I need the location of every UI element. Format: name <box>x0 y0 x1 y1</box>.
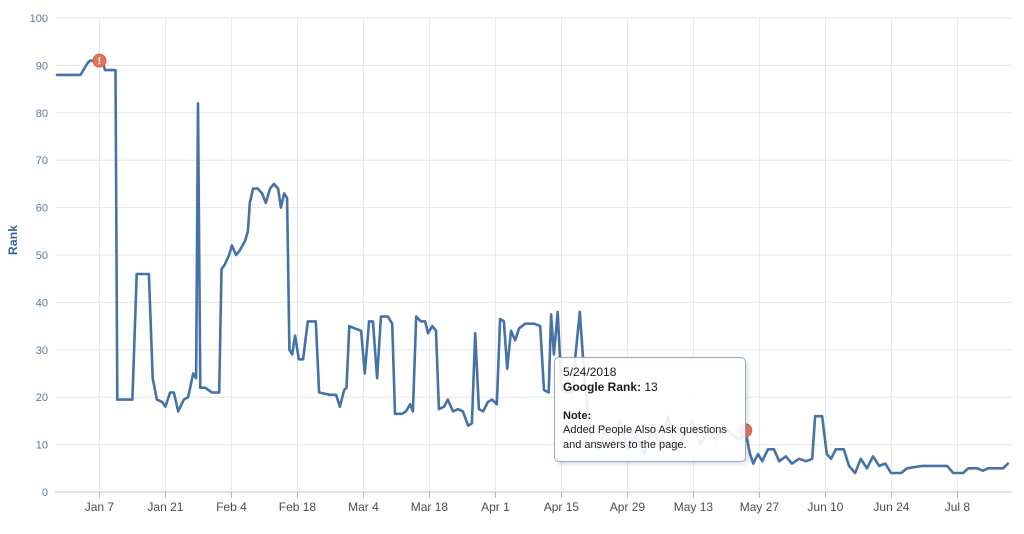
y-tick-label: 70 <box>36 155 48 167</box>
x-tick-label: Apr 1 <box>481 500 510 514</box>
y-tick-label: 40 <box>36 297 48 309</box>
chart-tooltip: 5/24/2018 Google Rank: 13 Note: Added Pe… <box>554 357 746 462</box>
x-tick-label: Mar 18 <box>411 500 449 514</box>
x-tick-label: Jan 7 <box>85 500 115 514</box>
tooltip-rank-label: Google Rank: <box>563 380 642 394</box>
y-tick-label: 0 <box>42 487 48 499</box>
y-tick-label: 60 <box>36 203 48 215</box>
x-tick-label: May 13 <box>674 500 714 514</box>
y-tick-label: 80 <box>36 108 48 120</box>
tooltip-note-text: Added People Also Ask questions and answ… <box>563 424 727 451</box>
x-tick-label: Feb 18 <box>279 500 317 514</box>
tooltip-rank-row: Google Rank: 13 <box>563 380 737 395</box>
x-tick-label: Mar 4 <box>348 500 379 514</box>
y-tick-label: 30 <box>36 345 48 357</box>
tooltip-date: 5/24/2018 <box>563 365 617 379</box>
tooltip-rank-value: 13 <box>641 380 658 394</box>
y-tick-label: 10 <box>36 440 48 452</box>
y-axis-title: Rank <box>6 224 20 255</box>
rank-line[interactable] <box>55 59 1010 475</box>
x-tick-label: Apr 29 <box>610 500 646 514</box>
y-tick-label: 50 <box>36 250 48 262</box>
y-tick-label: 90 <box>36 60 48 72</box>
x-tick-label: Apr 15 <box>544 500 580 514</box>
x-tick-label: Jun 24 <box>873 500 909 514</box>
tooltip-note-label: Note: <box>563 410 592 422</box>
exclamation-icon <box>92 53 107 68</box>
y-tick-label: 100 <box>30 13 48 25</box>
x-tick-label: Jan 21 <box>147 500 183 514</box>
annotation-marker[interactable]: ! <box>92 53 107 68</box>
x-tick-label: Feb 4 <box>216 500 247 514</box>
x-tick-label: Jun 10 <box>807 500 843 514</box>
x-tick-label: Jul 8 <box>945 500 971 514</box>
exclamation-glyph: ! <box>98 56 101 67</box>
y-tick-label: 20 <box>36 392 48 404</box>
x-tick-label: May 27 <box>740 500 780 514</box>
